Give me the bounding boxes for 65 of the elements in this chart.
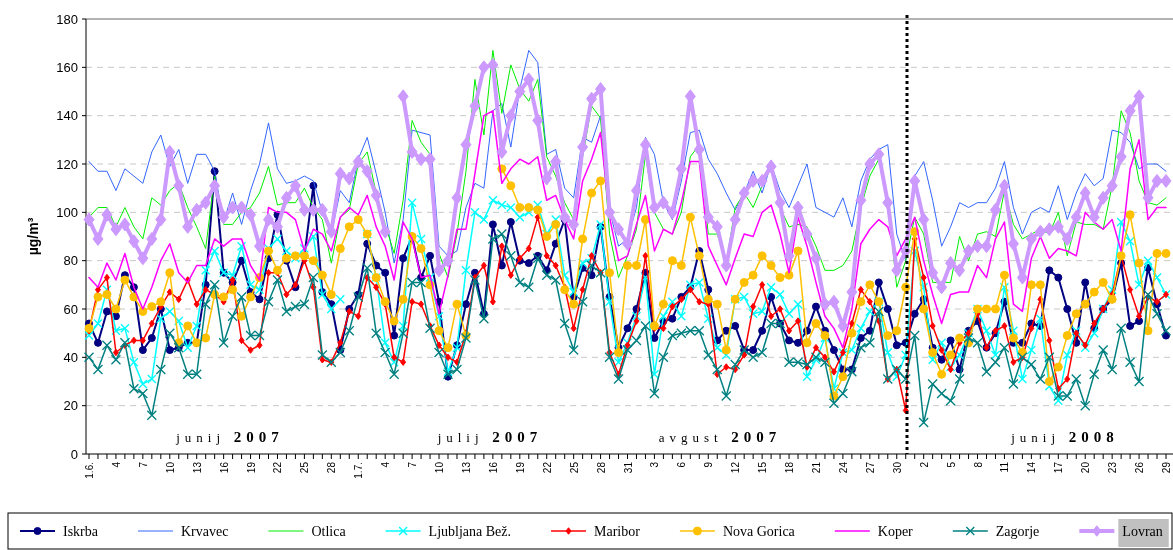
annotation: julij 2007 — [436, 429, 543, 445]
x-tick-label: 27 — [864, 461, 876, 474]
x-tick-label: 18 — [784, 461, 796, 474]
x-tick-label: 1.6. — [84, 462, 95, 479]
y-tick-label: 120 — [56, 156, 78, 172]
legend-label: Zagorje — [995, 523, 1040, 539]
legend-label: Ljubljana Bež. — [428, 523, 512, 539]
x-tick-label: 10 — [434, 461, 446, 474]
y-tick-label: 0 — [70, 446, 78, 462]
x-tick-label: 19 — [514, 461, 526, 474]
x-tick-label: 15 — [757, 461, 769, 474]
x-tick-label: 28 — [326, 461, 338, 474]
x-tick-label: 8 — [972, 461, 984, 468]
x-tick-label: 20 — [1080, 461, 1092, 474]
x-tick-label: 16 — [487, 461, 499, 474]
x-tick-label: 13 — [460, 461, 472, 474]
x-tick-label: 6 — [676, 461, 688, 468]
x-tick-label: 1.7. — [353, 462, 365, 479]
legend-label: Koper — [877, 523, 914, 539]
annotation: junij 2008 — [1010, 429, 1119, 445]
x-tick-label: 5 — [945, 461, 957, 468]
legend-label: Maribor — [594, 523, 641, 539]
legend-label: Krvavec — [180, 523, 229, 539]
x-tick-label: 22 — [541, 461, 553, 474]
y-tick-label: 100 — [56, 204, 78, 220]
x-tick-label: 24 — [837, 461, 849, 474]
legend-label: Nova Gorica — [722, 523, 796, 539]
x-tick-label: 7 — [137, 461, 149, 468]
legend-label: Iskrba — [63, 523, 99, 539]
x-tick-label: 4 — [380, 461, 392, 468]
x-tick-label: 26 — [1134, 461, 1146, 474]
y-tick-label: 80 — [63, 253, 78, 269]
x-tick-label: 25 — [568, 461, 580, 474]
x-tick-label: 7 — [407, 461, 419, 468]
x-tick-label: 21 — [810, 461, 822, 474]
y-tick-label: 140 — [56, 108, 78, 124]
annotation: avgust 2007 — [658, 429, 782, 445]
x-tick-label: 25 — [299, 461, 311, 474]
x-tick-label: 17 — [1053, 461, 1065, 474]
x-tick-label: 28 — [595, 461, 607, 474]
x-tick-label: 31 — [622, 461, 634, 474]
x-tick-label: 11 — [999, 461, 1011, 473]
x-tick-label: 2 — [918, 461, 930, 468]
x-tick-label: 16 — [218, 461, 230, 474]
x-tick-label: 10 — [164, 461, 176, 474]
x-tick-label: 30 — [891, 461, 903, 474]
y-axis-title: µg/m³ — [25, 217, 41, 256]
y-tick-label: 60 — [63, 301, 78, 317]
x-tick-label: 13 — [191, 461, 203, 474]
x-tick-label: 9 — [703, 461, 715, 468]
x-tick-label: 12 — [730, 461, 742, 474]
x-tick-label: 29 — [1161, 461, 1172, 474]
legend-label: Otlica — [311, 523, 347, 539]
x-tick-label: 3 — [649, 461, 661, 468]
x-tick-label: 19 — [245, 461, 257, 474]
x-tick-label: 14 — [1026, 461, 1038, 474]
y-tick-label: 40 — [63, 349, 78, 365]
annotation: junij 2007 — [175, 429, 284, 445]
y-tick-label: 160 — [56, 59, 78, 75]
y-tick-label: 20 — [63, 398, 78, 414]
x-tick-label: 23 — [1107, 461, 1119, 474]
legend-label: Lovran — [1122, 523, 1163, 539]
x-tick-label: 22 — [272, 461, 284, 474]
y-tick-label: 180 — [56, 11, 78, 27]
x-tick-label: 4 — [110, 461, 122, 468]
